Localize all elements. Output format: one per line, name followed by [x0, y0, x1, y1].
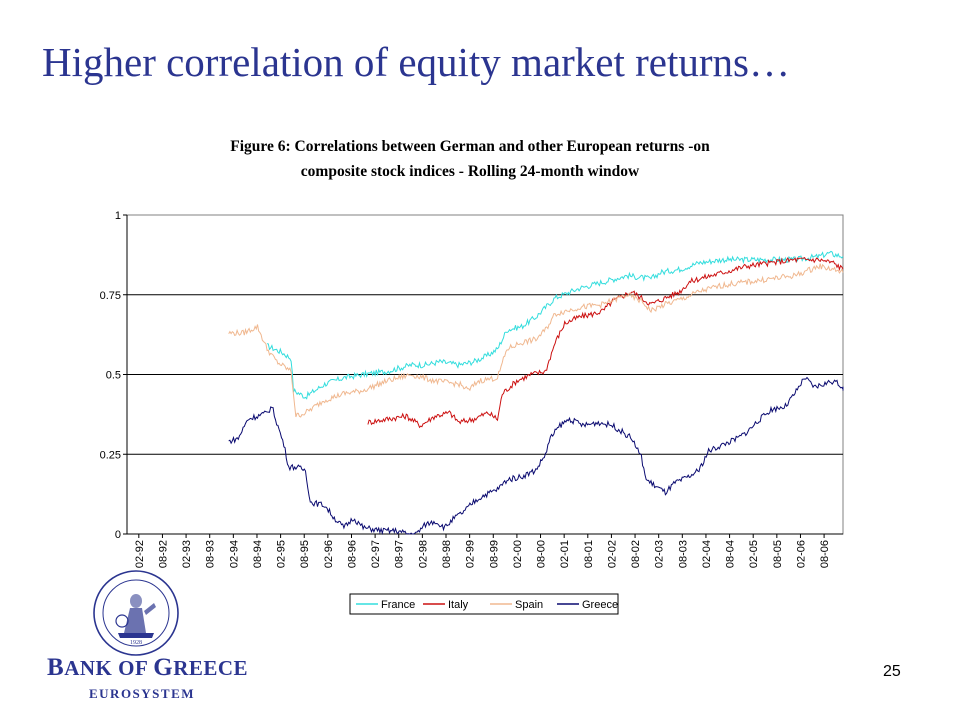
series-line-greece: [228, 376, 844, 536]
series-line-italy: [367, 256, 844, 429]
series-line-spain: [228, 263, 844, 418]
x-tick-label: 02-95: [276, 540, 288, 568]
x-tick-label: 02-92: [134, 540, 146, 568]
page-number: 25: [883, 663, 901, 680]
x-tick-label: 02-93: [181, 540, 193, 568]
x-tick-label: 08-06: [819, 540, 831, 568]
y-tick-label: 0.75: [100, 290, 121, 302]
x-tick-label: 02-05: [748, 540, 760, 568]
x-tick-label: 08-92: [157, 540, 169, 568]
legend-label-italy: Italy: [448, 599, 469, 611]
x-tick-label: 02-03: [654, 540, 666, 568]
slide-title: Higher correlation of equity market retu…: [42, 39, 790, 85]
x-tick-label: 08-05: [772, 540, 784, 568]
x-tick-label: 08-01: [583, 540, 595, 568]
x-tick-label: 08-94: [252, 540, 264, 568]
x-tick-label: 08-04: [725, 540, 737, 568]
x-tick-label: 08-00: [536, 540, 548, 568]
y-tick-label: 0.5: [106, 370, 121, 382]
x-tick-label: 02-94: [228, 540, 240, 568]
legend-label-greece: Greece: [582, 599, 618, 611]
legend-label-france: France: [381, 599, 415, 611]
x-tick-label: 02-06: [795, 540, 807, 568]
x-tick-label: 08-97: [394, 540, 406, 568]
x-tick-label: 08-96: [346, 540, 358, 568]
svg-text:1928: 1928: [130, 640, 142, 646]
x-tick-label: 02-04: [701, 540, 713, 568]
x-tick-label: 02-98: [417, 540, 429, 568]
line-chart: 0 0.25 0.5 0.75 1 02-92 08-92 02-93 08-93 02-94 08…: [100, 210, 844, 615]
x-tick-label: 08-02: [630, 540, 642, 568]
x-tick-label: 02-00: [512, 540, 524, 568]
x-tick-label: 08-98: [441, 540, 453, 568]
bank-name: BANK OF GREECE: [47, 654, 249, 681]
x-tick-label: 02-01: [559, 540, 571, 568]
y-tick-label: 0: [115, 529, 121, 541]
chart-title-line-2: composite stock indices - Rolling 24-mon…: [300, 163, 640, 180]
x-tick-label: 08-03: [677, 540, 689, 568]
series-line-france: [266, 250, 844, 400]
x-tick-label: 02-96: [323, 540, 335, 568]
y-tick-label: 0.25: [100, 449, 121, 461]
x-tick-label: 08-99: [488, 540, 500, 568]
x-tick-label: 08-93: [205, 540, 217, 568]
x-tick-label: 02-99: [465, 540, 477, 568]
chart-title: Figure 6: Correlations between German an…: [150, 134, 790, 184]
bank-of-greece-seal-icon: 1928: [93, 570, 179, 656]
legend-label-spain: Spain: [515, 599, 543, 611]
chart-title-line-1: Figure 6: Correlations between German an…: [230, 138, 710, 155]
x-tick-label: 08-95: [299, 540, 311, 568]
eurosystem-label: EUROSYSTEM: [89, 686, 196, 701]
x-tick-label: 02-02: [606, 540, 618, 568]
x-tick-label: 02-97: [370, 540, 382, 568]
y-tick-label: 1: [115, 210, 121, 222]
legend: [349, 593, 619, 615]
